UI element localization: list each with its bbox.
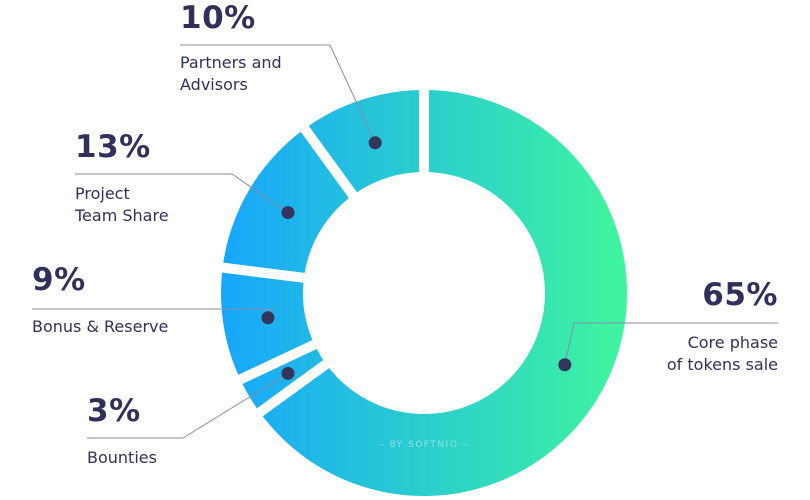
segment-gap xyxy=(252,357,334,420)
dot-bounties xyxy=(281,366,295,380)
dot-bonus xyxy=(261,311,275,325)
segment-core xyxy=(259,90,628,496)
leader-line-core xyxy=(564,322,778,365)
segment-gap xyxy=(297,121,360,203)
label-core: Core phase of tokens sale xyxy=(666,333,778,374)
dot-partners xyxy=(368,136,382,150)
segment-bounties xyxy=(240,344,327,413)
pct-core: 65% xyxy=(702,277,778,313)
label-bonus: Bonus & Reserve xyxy=(32,317,169,336)
label-team: Project Team Share xyxy=(75,184,169,225)
leader-line-bounties xyxy=(87,373,289,439)
leader-line-partners xyxy=(180,44,376,143)
watermark: – BY SOFTNIO – xyxy=(379,440,469,450)
leader-line-team xyxy=(75,173,289,213)
label-bounties: Bounties xyxy=(87,448,157,467)
pct-bonus: 9% xyxy=(32,262,86,298)
label-partners: Partners and Advisors xyxy=(180,53,282,94)
pct-partners: 10% xyxy=(180,0,256,36)
pct-bounties: 3% xyxy=(87,393,141,429)
segment-gap xyxy=(217,261,310,284)
segment-team xyxy=(222,128,353,278)
segment-gap xyxy=(233,337,322,387)
dot-core xyxy=(558,358,572,372)
pct-team: 13% xyxy=(75,129,151,165)
dot-team xyxy=(281,206,295,220)
